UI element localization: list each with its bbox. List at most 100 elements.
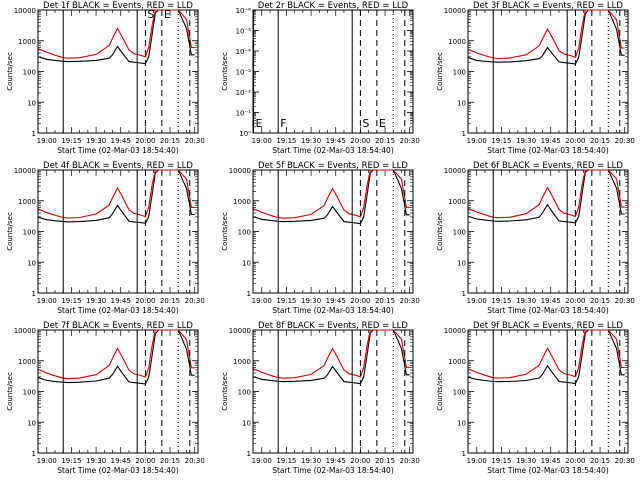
series-line-lld xyxy=(468,9,625,60)
x-tick-label: 20:00 xyxy=(350,137,370,145)
y-tick-label: 100 xyxy=(453,229,466,237)
x-tick-label: 20:30 xyxy=(185,137,205,145)
x-tick-label: 20:00 xyxy=(565,297,585,305)
x-tick-label: 20:00 xyxy=(135,297,155,305)
x-tick-label: 20:30 xyxy=(615,457,635,465)
chart-title: Det 3f BLACK = Events, RED = LLD xyxy=(473,1,623,11)
y-tick-label: 10⁻³ xyxy=(236,69,252,77)
time-marker-label: S xyxy=(362,117,369,130)
y-tick-label: 1000 xyxy=(18,38,36,46)
y-tick-label: 10⁻⁶ xyxy=(236,7,252,15)
y-tick-label: 10 xyxy=(242,259,251,267)
x-axis-label: Start Time (02-Mar-03 18:54:40) xyxy=(272,306,394,315)
y-tick-label: 10000 xyxy=(14,167,36,175)
x-tick-label: 19:45 xyxy=(541,137,561,145)
y-axis-label: Counts/sec xyxy=(6,52,14,91)
x-tick-label: 19:30 xyxy=(86,457,106,465)
y-tick-label: 10 xyxy=(457,259,466,267)
x-tick-label: 19:45 xyxy=(541,457,561,465)
x-tick-label: 19:15 xyxy=(276,137,296,145)
x-tick-label: 19:00 xyxy=(467,297,487,305)
chart-panel-3: Det 3f BLACK = Events, RED = LLD 1 10 100 10… xyxy=(436,1,635,155)
y-tick-label: 1 xyxy=(32,450,36,458)
x-tick-label: 20:00 xyxy=(135,457,155,465)
x-tick-label: 19:00 xyxy=(467,457,487,465)
x-tick-label: 19:45 xyxy=(111,137,131,145)
chart-panel-5: Det 5f BLACK = Events, RED = LLD 1 10 100 10… xyxy=(221,161,420,315)
x-tick-label: 20:30 xyxy=(615,297,635,305)
y-axis-label: Counts/sec xyxy=(221,52,229,91)
x-tick-label: 19:15 xyxy=(61,297,81,305)
x-axis-label: Start Time (02-Mar-03 18:54:40) xyxy=(57,466,179,475)
x-tick-label: 20:15 xyxy=(590,137,610,145)
x-tick-label: 19:30 xyxy=(516,297,536,305)
chart-title: Det 5f BLACK = Events, RED = LLD xyxy=(258,161,408,171)
x-tick-label: 20:00 xyxy=(135,137,155,145)
x-tick-label: 19:15 xyxy=(61,457,81,465)
y-tick-label: 10 xyxy=(242,419,251,427)
y-tick-label: 1000 xyxy=(233,198,251,206)
y-tick-label: 1 xyxy=(462,290,466,298)
x-axis-label: Start Time (02-Mar-03 18:54:40) xyxy=(487,146,609,155)
x-tick-label: 19:45 xyxy=(541,297,561,305)
x-tick-label: 20:00 xyxy=(565,457,585,465)
series-line-events xyxy=(38,169,195,224)
chart-panel-1: Det 1f BLACK = Events, RED = LLD 1 10 100 10… xyxy=(6,1,205,155)
x-axis-label: Start Time (02-Mar-03 18:54:40) xyxy=(487,466,609,475)
chart-panel-2: Det 2r BLACK = Events, RED = LLD 10⁰ 10⁻¹ 1… xyxy=(221,1,420,155)
chart-panel-4: Det 4f BLACK = Events, RED = LLD 1 10 100 10… xyxy=(6,161,205,315)
y-tick-label: 1 xyxy=(32,130,36,138)
x-tick-label: 20:30 xyxy=(400,297,420,305)
x-axis-label: Start Time (02-Mar-03 18:54:40) xyxy=(272,466,394,475)
y-tick-label: 1 xyxy=(462,450,466,458)
y-tick-label: 1000 xyxy=(448,198,466,206)
y-tick-label: 10000 xyxy=(444,7,466,15)
x-tick-label: 19:45 xyxy=(326,457,346,465)
x-tick-label: 19:45 xyxy=(111,297,131,305)
chart-panel-7: Det 7f BLACK = Events, RED = LLD 1 10 100 10… xyxy=(6,321,205,475)
chart-title: Det 8f BLACK = Events, RED = LLD xyxy=(258,321,408,331)
x-tick-label: 19:30 xyxy=(301,137,321,145)
y-axis-label: Counts/sec xyxy=(436,52,444,91)
x-tick-label: 19:30 xyxy=(301,297,321,305)
x-tick-label: 20:15 xyxy=(590,457,610,465)
series-line-events xyxy=(38,329,195,385)
x-tick-label: 19:15 xyxy=(61,137,81,145)
time-marker-label: E xyxy=(256,117,263,130)
x-tick-label: 20:15 xyxy=(160,297,180,305)
y-tick-label: 100 xyxy=(23,69,36,77)
y-tick-label: 1 xyxy=(247,450,251,458)
x-tick-label: 20:00 xyxy=(350,457,370,465)
y-tick-label: 10000 xyxy=(14,7,36,15)
y-tick-label: 10000 xyxy=(444,327,466,335)
x-axis-label: Start Time (02-Mar-03 18:54:40) xyxy=(272,146,394,155)
x-tick-label: 20:15 xyxy=(375,297,395,305)
x-tick-label: 19:00 xyxy=(37,297,57,305)
x-tick-label: 19:15 xyxy=(276,297,296,305)
y-tick-label: 10 xyxy=(457,99,466,107)
x-tick-label: 20:30 xyxy=(185,297,205,305)
chart-title: Det 6f BLACK = Events, RED = LLD xyxy=(473,161,623,171)
x-tick-label: 19:00 xyxy=(467,137,487,145)
x-tick-label: 20:15 xyxy=(375,137,395,145)
series-line-lld xyxy=(38,9,195,59)
x-axis-label: Start Time (02-Mar-03 18:54:40) xyxy=(57,306,179,315)
y-tick-label: 10000 xyxy=(14,327,36,335)
y-tick-label: 100 xyxy=(453,69,466,77)
x-tick-label: 19:45 xyxy=(326,297,346,305)
series-line-lld xyxy=(253,169,410,219)
y-tick-label: 1 xyxy=(247,290,251,298)
series-line-events xyxy=(468,9,625,65)
x-tick-label: 19:30 xyxy=(516,137,536,145)
plot-frame xyxy=(467,9,629,134)
x-tick-label: 19:15 xyxy=(491,297,511,305)
series-line-lld xyxy=(38,169,195,219)
x-tick-label: 19:00 xyxy=(37,457,57,465)
y-tick-label: 100 xyxy=(453,389,466,397)
time-marker-label: E xyxy=(164,8,171,21)
y-tick-label: 1000 xyxy=(448,358,466,366)
y-tick-label: 1000 xyxy=(233,358,251,366)
y-axis-label: Counts/sec xyxy=(436,212,444,251)
x-tick-label: 19:45 xyxy=(326,137,346,145)
